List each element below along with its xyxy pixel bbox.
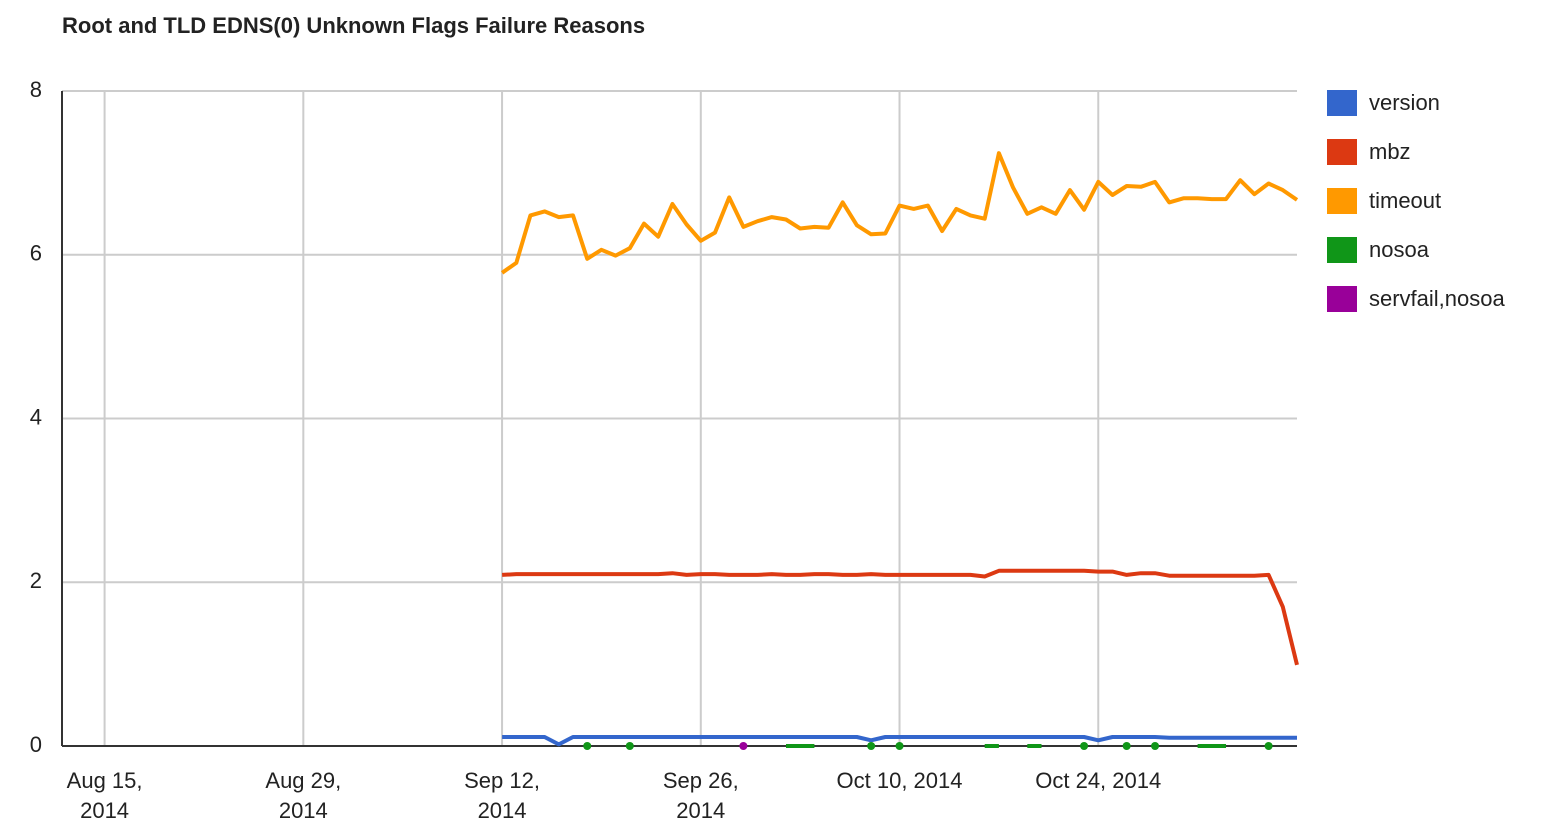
legend-swatch <box>1327 237 1357 263</box>
y-tick-label: 6 <box>30 241 42 266</box>
chart-title: Root and TLD EDNS(0) Unknown Flags Failu… <box>62 13 645 38</box>
series-line <box>501 568 1299 666</box>
x-tick-label: Oct 24, 2014 <box>1035 768 1162 793</box>
x-tick-label: Sep 26, 2014 <box>662 768 739 823</box>
series-line <box>502 735 1297 747</box>
y-tick-label: 8 <box>30 77 42 102</box>
point <box>895 742 904 750</box>
series-line <box>500 151 1299 275</box>
y-tick-label: 4 <box>30 404 42 429</box>
legend-swatch <box>1327 286 1357 312</box>
point <box>1151 742 1160 750</box>
y-tick-label: 2 <box>30 568 42 593</box>
legend-label: mbz <box>1369 139 1411 164</box>
x-tick-label: Aug 15, 2014 <box>66 768 143 823</box>
legend-swatch <box>1327 139 1357 165</box>
y-tick-label: 0 <box>30 732 42 757</box>
legend-swatch <box>1327 90 1357 116</box>
legend-swatch <box>1327 188 1357 214</box>
point <box>1080 742 1089 750</box>
legend-label: nosoa <box>1369 237 1430 262</box>
point <box>1122 742 1131 750</box>
point <box>867 742 876 750</box>
point <box>739 742 748 750</box>
point <box>1264 742 1273 750</box>
legend-label: version <box>1369 90 1440 115</box>
point <box>583 742 592 750</box>
x-tick-label: Aug 29, 2014 <box>265 768 342 823</box>
legend-label: servfail,nosoa <box>1369 286 1506 311</box>
x-tick-label: Sep 12, 2014 <box>464 768 540 823</box>
x-tick-label: Oct 10, 2014 <box>836 768 963 793</box>
legend-label: timeout <box>1369 188 1441 213</box>
point <box>625 742 634 750</box>
